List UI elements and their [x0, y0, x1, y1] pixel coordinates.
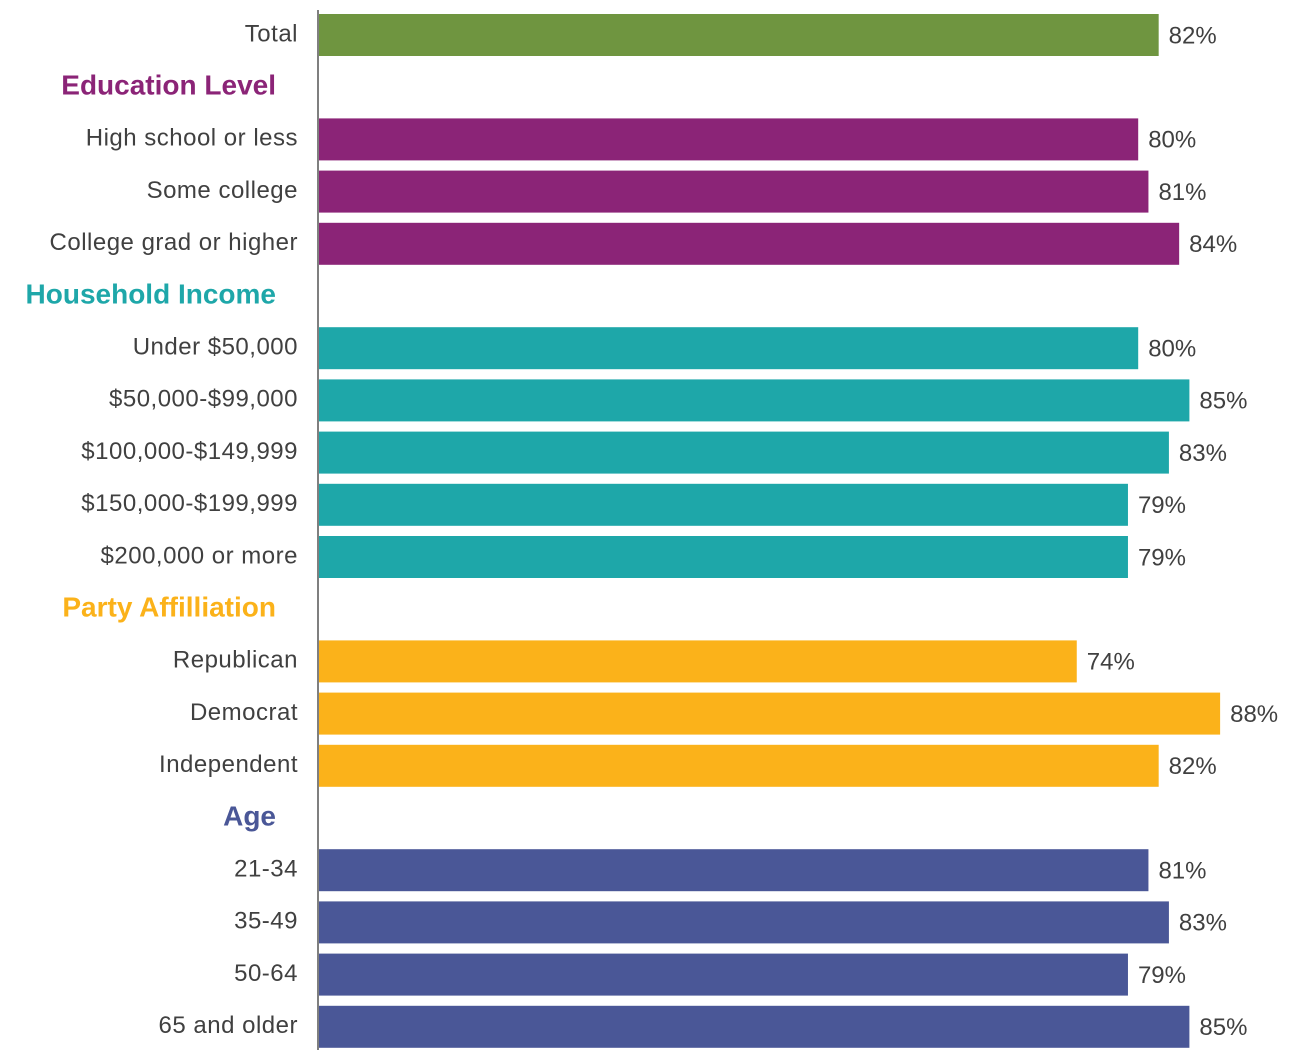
bar [319, 1005, 1190, 1048]
category-label: Republican [173, 647, 298, 674]
category-label: Some college [147, 177, 298, 204]
bar [319, 692, 1221, 735]
group-header: Household Income [26, 278, 276, 309]
group-header: Education Level [61, 70, 276, 101]
category-label: 35-49 [234, 908, 298, 935]
value-label: 79% [1138, 544, 1186, 571]
bar [319, 118, 1139, 161]
category-label: 65 and older [159, 1012, 298, 1039]
category-label: $50,000-$99,000 [109, 386, 298, 413]
bar [319, 431, 1169, 474]
category-label: $150,000-$199,999 [81, 490, 298, 517]
value-label: 80% [1148, 336, 1196, 363]
value-label: 88% [1230, 701, 1278, 728]
value-label: 82% [1169, 22, 1217, 49]
value-label: 85% [1199, 388, 1247, 415]
category-label: High school or less [86, 125, 298, 152]
category-label: 21-34 [234, 856, 298, 883]
bar [319, 849, 1149, 892]
value-label: 83% [1179, 910, 1227, 937]
bar [319, 483, 1128, 526]
category-label: $100,000-$149,999 [81, 438, 298, 465]
group-header: Age [223, 800, 276, 831]
value-label: 81% [1158, 179, 1206, 206]
bar [319, 379, 1190, 422]
value-label: 85% [1199, 1014, 1247, 1041]
value-label: 82% [1169, 753, 1217, 780]
category-label: 50-64 [234, 960, 298, 987]
bar [319, 14, 1159, 56]
bar [319, 327, 1139, 370]
value-label: 84% [1189, 231, 1237, 258]
bar [319, 222, 1180, 265]
bar [319, 744, 1159, 787]
category-label: Democrat [190, 699, 298, 726]
value-label: 79% [1138, 492, 1186, 519]
value-label: 80% [1148, 127, 1196, 154]
bar [319, 170, 1149, 213]
bar [319, 901, 1169, 944]
category-label: $200,000 or more [101, 542, 298, 569]
value-label: 83% [1179, 440, 1227, 467]
category-label: Total [245, 20, 298, 47]
category-label: Under $50,000 [133, 334, 298, 361]
value-label: 79% [1138, 962, 1186, 989]
value-label: 81% [1158, 858, 1206, 885]
category-label: College grad or higher [50, 229, 298, 256]
group-header: Party Affilliation [62, 592, 276, 623]
bar [319, 953, 1128, 996]
category-label: Independent [159, 751, 298, 778]
bar [319, 536, 1128, 578]
bar [319, 640, 1077, 683]
value-label: 74% [1087, 649, 1135, 676]
